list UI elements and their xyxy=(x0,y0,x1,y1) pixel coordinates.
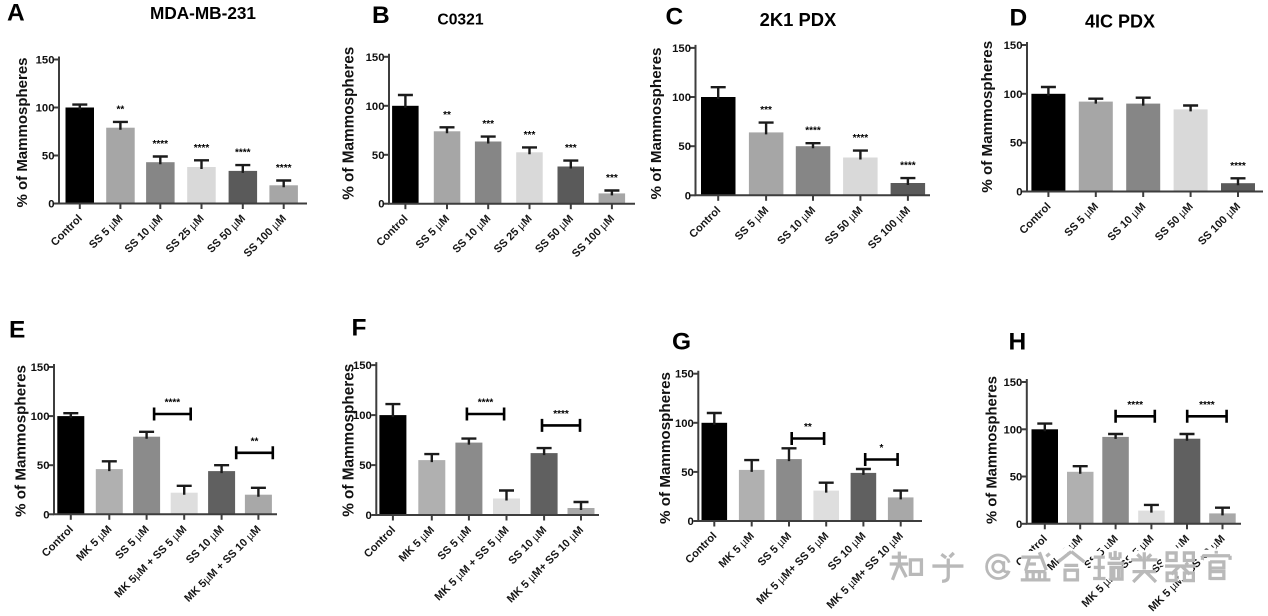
svg-text:0: 0 xyxy=(685,190,691,202)
svg-text:****: **** xyxy=(194,143,210,154)
svg-text:0: 0 xyxy=(688,516,694,528)
svg-text:****: **** xyxy=(478,398,494,409)
svg-text:150: 150 xyxy=(366,52,385,64)
svg-text:0: 0 xyxy=(1016,187,1022,199)
svg-text:0: 0 xyxy=(378,199,384,211)
svg-text:150: 150 xyxy=(36,55,55,67)
svg-text:150: 150 xyxy=(1003,377,1022,389)
svg-text:50: 50 xyxy=(372,150,385,162)
svg-text:50: 50 xyxy=(42,151,55,163)
svg-text:****: **** xyxy=(1199,400,1215,411)
svg-text:100: 100 xyxy=(1003,424,1022,436)
svg-text:50: 50 xyxy=(359,460,372,472)
svg-text:% of Mammospheres: % of Mammospheres xyxy=(648,48,665,200)
svg-text:0: 0 xyxy=(366,510,372,522)
svg-text:100: 100 xyxy=(366,101,385,113)
svg-text:**: ** xyxy=(443,110,451,121)
svg-text:***: *** xyxy=(524,130,536,141)
svg-text:B: B xyxy=(372,2,390,29)
svg-text:100: 100 xyxy=(31,411,50,423)
svg-text:150: 150 xyxy=(31,362,50,374)
svg-text:***: *** xyxy=(760,105,772,116)
svg-text:% of Mammospheres: % of Mammospheres xyxy=(13,365,30,517)
svg-text:50: 50 xyxy=(681,467,694,479)
svg-text:****: **** xyxy=(153,139,169,150)
svg-text:% of Mammospheres: % of Mammospheres xyxy=(657,372,674,524)
svg-text:0: 0 xyxy=(1016,519,1022,531)
svg-text:D: D xyxy=(1010,5,1028,32)
svg-text:**: ** xyxy=(804,422,812,433)
svg-text:****: **** xyxy=(1230,161,1246,172)
svg-text:H: H xyxy=(1009,329,1027,356)
svg-text:**: ** xyxy=(117,104,125,115)
svg-text:F: F xyxy=(352,315,367,342)
svg-text:***: *** xyxy=(565,143,577,154)
svg-text:A: A xyxy=(7,0,25,26)
svg-text:100: 100 xyxy=(1004,89,1023,101)
svg-text:*: * xyxy=(879,443,883,454)
svg-text:100: 100 xyxy=(672,92,691,104)
svg-text:150: 150 xyxy=(675,369,694,381)
svg-text:50: 50 xyxy=(1010,472,1023,484)
svg-text:100: 100 xyxy=(36,103,55,115)
svg-text:% of Mammospheres: % of Mammospheres xyxy=(341,47,358,200)
svg-text:E: E xyxy=(9,317,25,344)
svg-text:2K1 PDX: 2K1 PDX xyxy=(760,9,837,30)
svg-text:****: **** xyxy=(900,161,916,172)
svg-text:C: C xyxy=(666,4,684,31)
svg-text:150: 150 xyxy=(353,360,372,372)
svg-text:50: 50 xyxy=(678,141,691,153)
svg-text:50: 50 xyxy=(37,460,50,472)
svg-text:4IC PDX: 4IC PDX xyxy=(1085,12,1155,32)
svg-text:0: 0 xyxy=(48,199,54,211)
svg-text:***: *** xyxy=(482,119,494,130)
svg-text:****: **** xyxy=(553,409,569,420)
svg-text:****: **** xyxy=(805,126,821,137)
svg-text:0: 0 xyxy=(43,509,49,521)
svg-text:***: *** xyxy=(606,173,618,184)
svg-text:****: **** xyxy=(276,163,292,174)
svg-text:**: ** xyxy=(251,436,259,447)
svg-text:% of Mammospheres: % of Mammospheres xyxy=(341,364,358,517)
svg-text:% of Mammospheres: % of Mammospheres xyxy=(985,376,1001,524)
svg-text:150: 150 xyxy=(1004,40,1023,52)
svg-text:100: 100 xyxy=(675,418,694,430)
svg-text:****: **** xyxy=(853,133,869,144)
svg-text:150: 150 xyxy=(672,43,691,55)
svg-text:****: **** xyxy=(1127,400,1143,411)
svg-text:MDA-MB-231: MDA-MB-231 xyxy=(150,3,256,23)
svg-text:****: **** xyxy=(165,398,181,409)
svg-text:G: G xyxy=(672,329,691,356)
svg-text:% of Mammospheres: % of Mammospheres xyxy=(14,57,31,207)
svg-text:50: 50 xyxy=(1010,138,1023,150)
svg-text:****: **** xyxy=(235,148,251,159)
svg-text:C0321: C0321 xyxy=(437,12,484,29)
svg-text:% of Mammospheres: % of Mammospheres xyxy=(979,41,996,193)
svg-text:100: 100 xyxy=(353,410,372,422)
